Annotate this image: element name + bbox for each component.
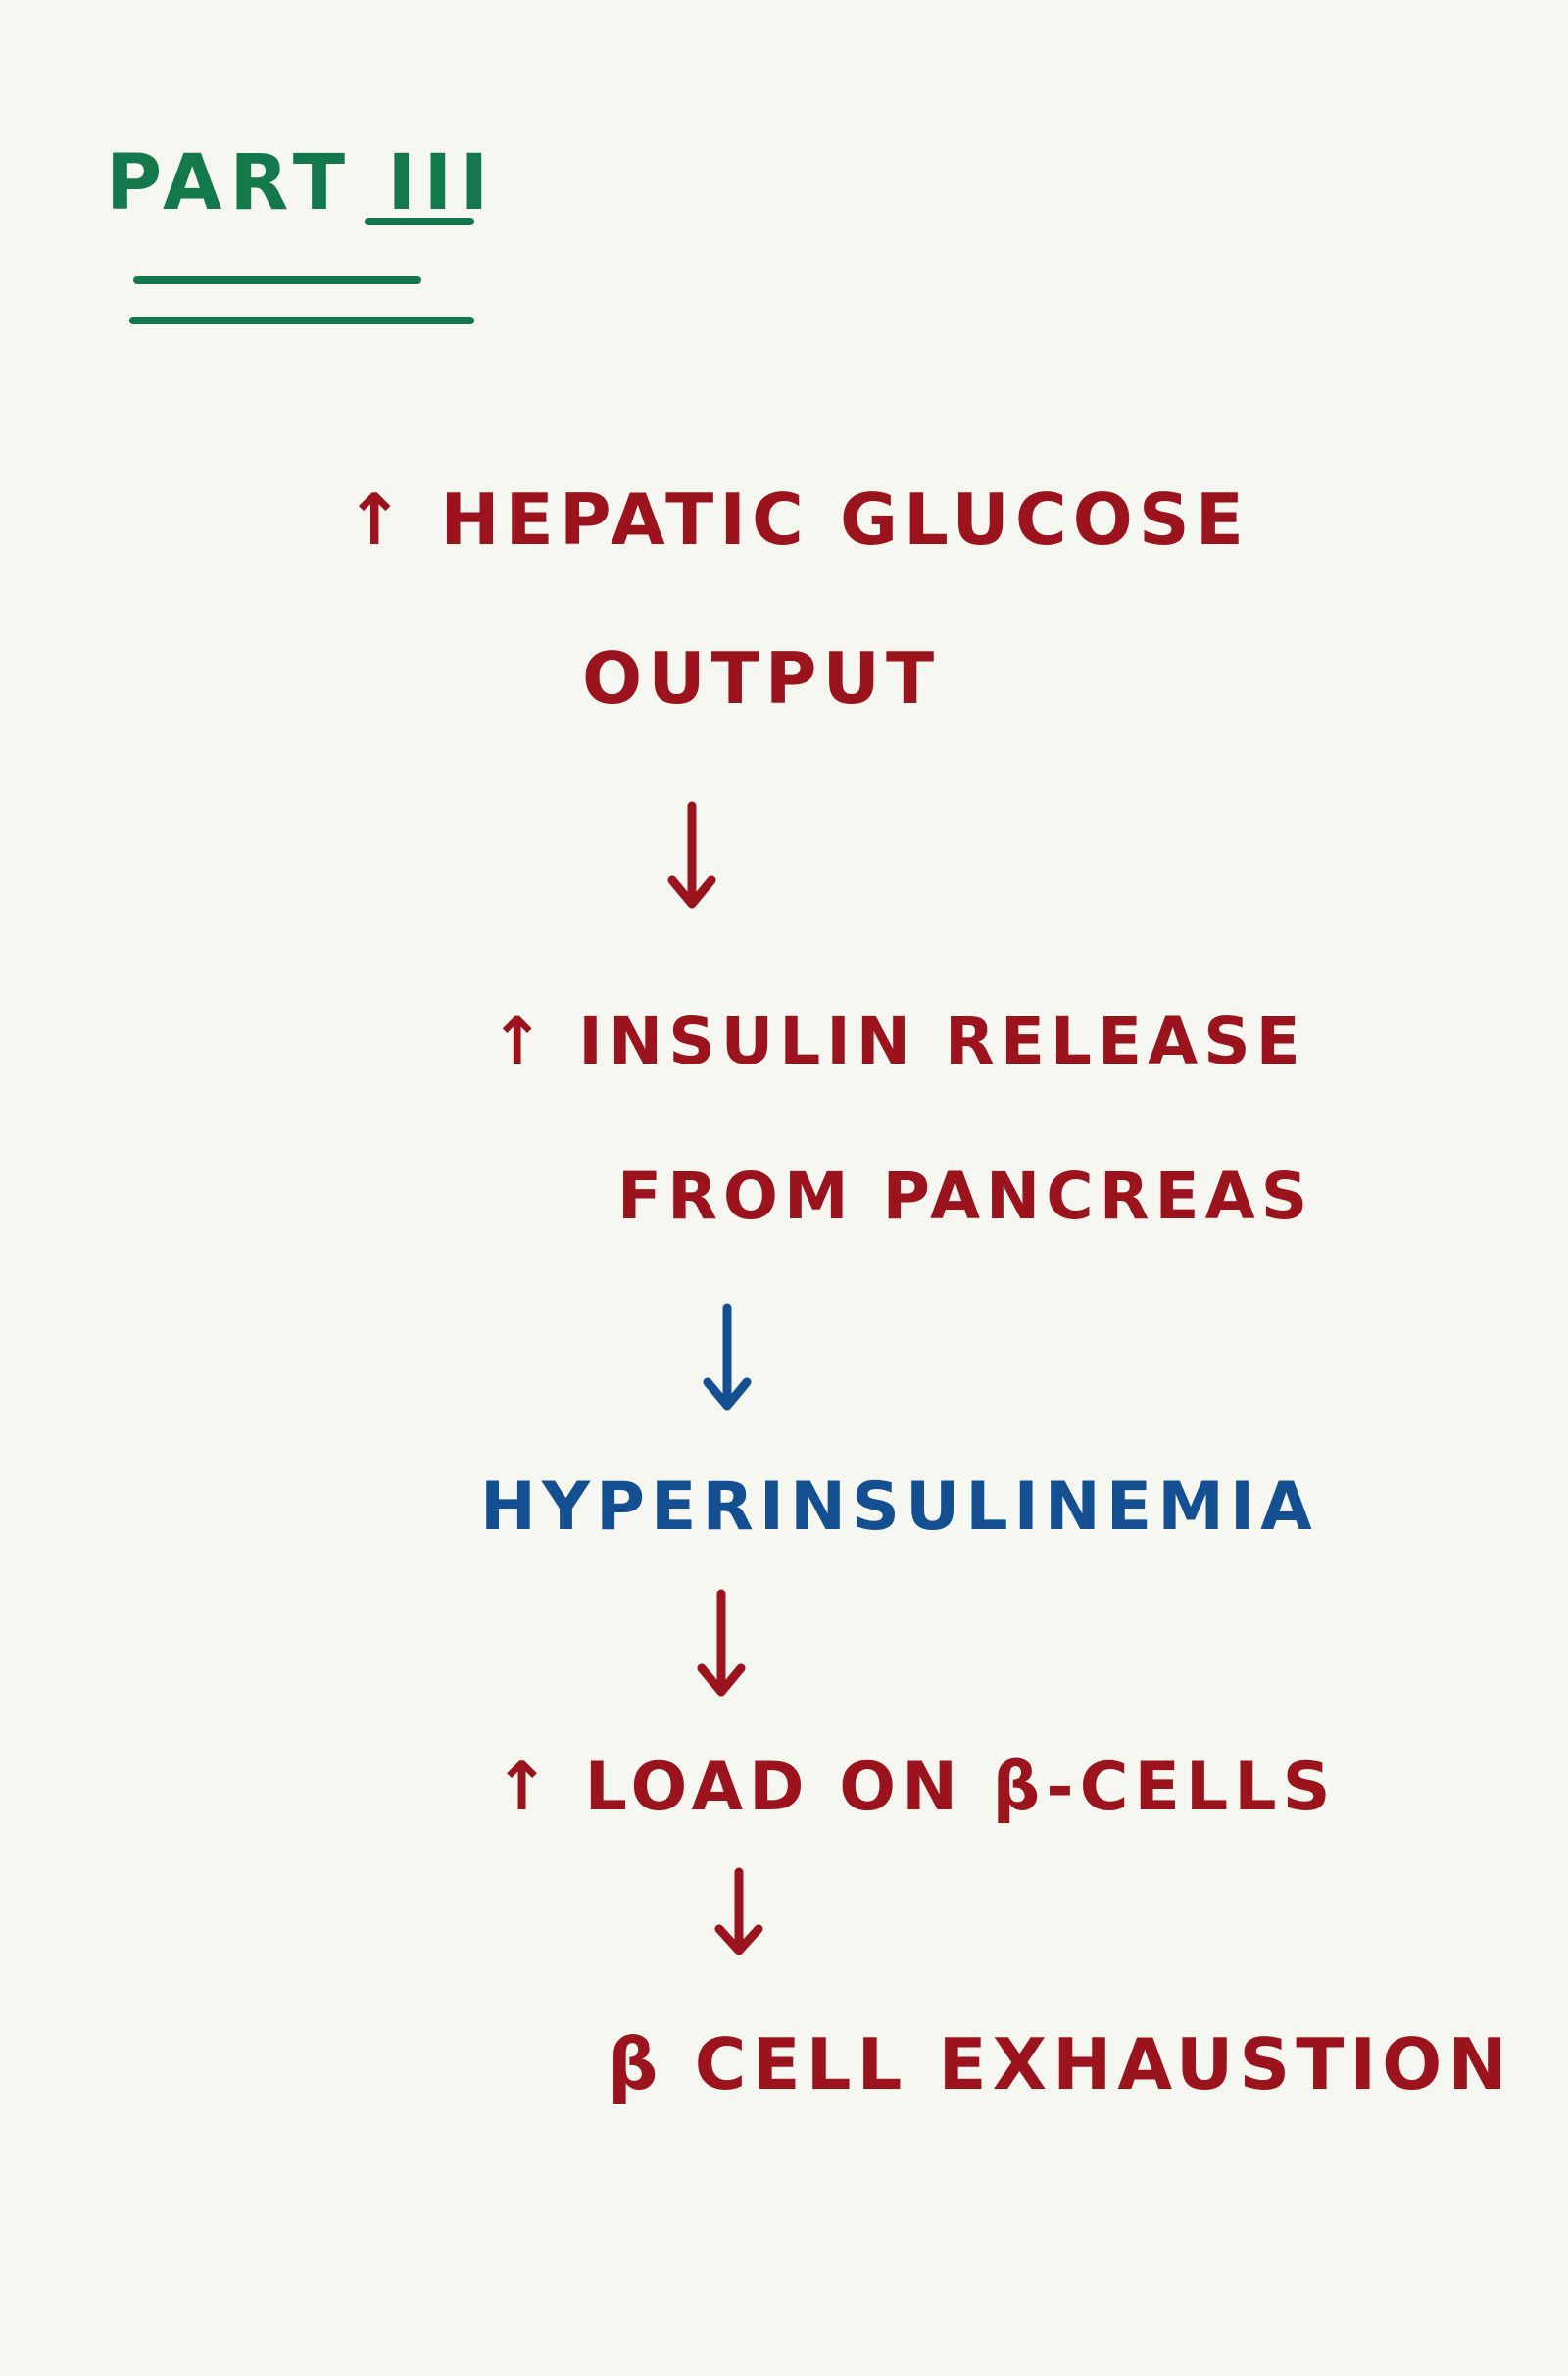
flow-step-1-line-1: ↑ HEPATIC GLUCOSE [345, 478, 1250, 561]
down-arrow-icon [667, 801, 716, 909]
flow-step-3: HYPERINSULINEMIA [480, 1468, 1318, 1546]
flow-step-5: β CELL EXHAUSTION [608, 2023, 1513, 2105]
flow-step-1-line-2: OUTPUT [582, 637, 941, 719]
down-arrow-icon [714, 1867, 763, 1955]
title-underline [133, 276, 421, 284]
flow-step-4: ↑ LOAD ON β-CELLS [494, 1749, 1337, 1826]
down-arrow-icon [703, 1303, 752, 1411]
flow-step-2-line-2: FROM PANCREAS [617, 1159, 1314, 1234]
flow-step-2-line-1: ↑ INSULIN RELEASE [490, 1004, 1306, 1079]
title-underline [129, 317, 474, 324]
page-title: PART III [106, 139, 497, 227]
down-arrow-icon [697, 1589, 746, 1697]
title-underline [365, 218, 474, 225]
